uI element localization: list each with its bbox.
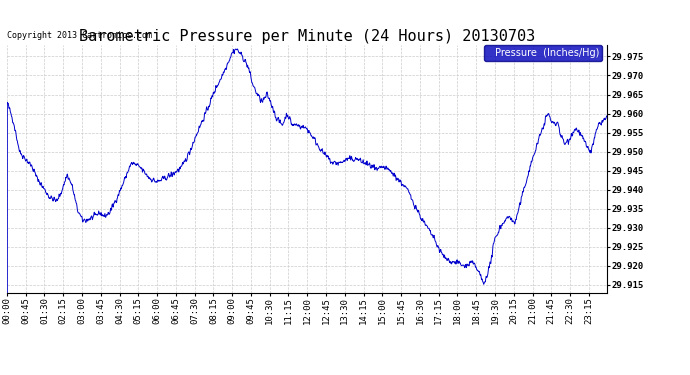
Title: Barometric Pressure per Minute (24 Hours) 20130703: Barometric Pressure per Minute (24 Hours…	[79, 29, 535, 44]
Legend: Pressure  (Inches/Hg): Pressure (Inches/Hg)	[484, 45, 602, 61]
Text: Copyright 2013 Cartronics.com: Copyright 2013 Cartronics.com	[7, 31, 152, 40]
